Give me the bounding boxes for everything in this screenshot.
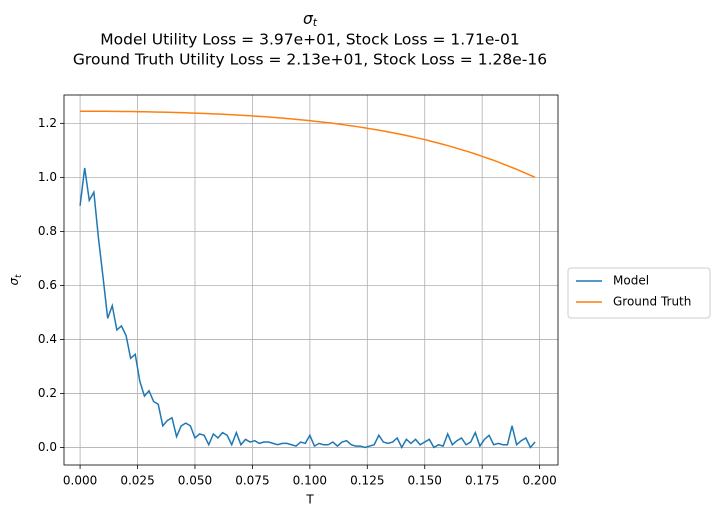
x-tick-label: 0.175	[465, 474, 499, 488]
y-tick-label: 0.0	[38, 440, 57, 454]
plot-frame	[63, 94, 559, 466]
x-tick-label: 0.050	[178, 474, 212, 488]
y-axis-label: σt	[7, 274, 23, 286]
y-tick-label: 0.4	[38, 332, 57, 346]
x-tick-label: 0.200	[522, 474, 556, 488]
line-series	[80, 110, 536, 179]
x-tick-label: 0.000	[63, 474, 97, 488]
x-tick-label: 0.150	[408, 474, 442, 488]
x-tick-label: 0.125	[350, 474, 384, 488]
y-tick-label: 1.0	[38, 170, 57, 184]
x-axis-label: T	[305, 493, 314, 507]
chart-subtitle: Model Utility Loss = 3.97e+01, Stock Los…	[100, 31, 519, 49]
y-tick-label: 0.6	[38, 278, 57, 292]
legend-box	[567, 267, 711, 319]
line-series	[79, 167, 536, 450]
legend-label: Model	[613, 274, 649, 288]
y-tick-label: 0.2	[38, 386, 57, 400]
legend-label: Ground Truth	[613, 295, 691, 309]
chart-title: σt	[303, 10, 318, 30]
x-tick-label: 0.075	[235, 474, 269, 488]
chart-subtitle: Ground Truth Utility Loss = 2.13e+01, St…	[73, 51, 547, 69]
x-tick-label: 0.100	[293, 474, 327, 488]
x-tick-label: 0.025	[120, 474, 154, 488]
y-tick-label: 0.8	[38, 224, 57, 238]
y-tick-label: 1.2	[38, 116, 57, 130]
